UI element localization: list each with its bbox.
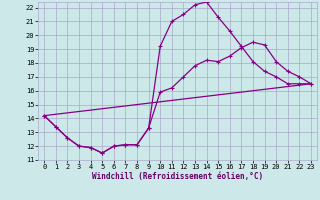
X-axis label: Windchill (Refroidissement éolien,°C): Windchill (Refroidissement éolien,°C) — [92, 172, 263, 181]
